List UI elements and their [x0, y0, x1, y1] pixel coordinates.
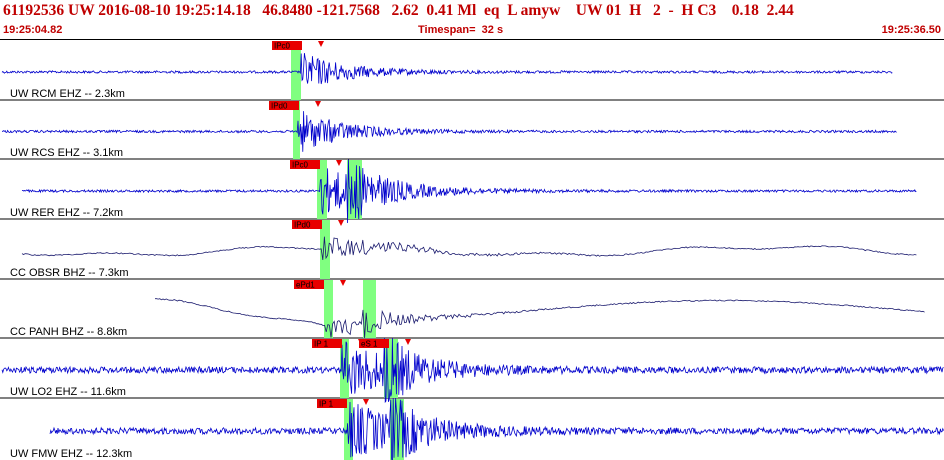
channel-row[interactable]: IPd0 CC OBSR BHZ -- 7.3km: [10, 220, 917, 279]
pick-box[interactable]: [317, 399, 347, 408]
pick-box[interactable]: [294, 280, 324, 289]
event-summary-title: 61192536 UW 2016-08-10 19:25:14.18 46.84…: [3, 2, 794, 19]
timespan-label: Timespan= 32 s: [418, 24, 504, 36]
pick-box[interactable]: [359, 339, 389, 348]
channel-label: UW FMW EHZ -- 12.3km: [10, 448, 132, 460]
channel-label: UW LO2 EHZ -- 11.6km: [10, 386, 126, 398]
pick-arrow: [363, 399, 369, 405]
waveform-trace: [1, 53, 893, 85]
pick-arrow: [315, 101, 321, 107]
event-header: 61192536 UW 2016-08-10 19:25:14.18 46.84…: [0, 0, 944, 38]
waveform-trace: [1, 337, 944, 404]
channel-label: UW RCM EHZ -- 2.3km: [10, 88, 125, 100]
pick-arrow: [405, 339, 411, 345]
pick-arrow: [340, 280, 346, 286]
pick-box[interactable]: [292, 220, 322, 229]
start-time-label: 19:25:04.82: [3, 24, 63, 36]
pick-arrow: [338, 220, 344, 226]
channel-row[interactable]: IP 1 eS 1 UW LO2 EHZ -- 11.6km: [1, 337, 944, 404]
pick-window: [363, 280, 376, 338]
channel-row[interactable]: IPc0 UW RER EHZ -- 7.2km: [10, 159, 917, 224]
channel-row[interactable]: IP 1 UW FMW EHZ -- 12.3km: [10, 397, 944, 460]
pick-label: IP 1: [314, 340, 329, 349]
pick-label: eS 1: [361, 340, 378, 349]
channel-label: CC PANH BHZ -- 8.8km: [10, 326, 127, 338]
waveform-trace: [21, 236, 917, 261]
pick-label: IPd0: [294, 221, 311, 230]
pick-label: ePd1: [296, 281, 315, 290]
pick-window: [293, 101, 300, 159]
pick-window: [344, 399, 353, 460]
pick-label: IPd0: [271, 102, 288, 111]
waveform-trace: [2, 111, 897, 152]
end-time-label: 19:25:36.50: [881, 24, 941, 36]
waveform-trace: [155, 298, 925, 339]
pick-window: [384, 339, 398, 398]
channel-label: CC OBSR BHZ -- 7.3km: [10, 267, 129, 279]
pick-box[interactable]: [269, 101, 299, 110]
pick-window: [324, 280, 333, 338]
waveform-trace: [49, 397, 944, 460]
channel-row[interactable]: ePd1 CC PANH BHZ -- 8.8km: [10, 280, 925, 339]
channel-row[interactable]: IPc0 UW RCM EHZ -- 2.3km: [1, 41, 893, 100]
channel-label: UW RER EHZ -- 7.2km: [10, 207, 123, 219]
pick-window: [317, 160, 327, 219]
pick-box[interactable]: [290, 160, 320, 169]
pick-arrow: [318, 41, 324, 47]
pick-arrow: [336, 160, 342, 166]
pick-label: IPc0: [292, 161, 309, 170]
pick-box[interactable]: [272, 41, 302, 50]
waveform-trace: [21, 159, 917, 224]
channel-row[interactable]: IPd0 UW RCS EHZ -- 3.1km: [2, 101, 897, 159]
pick-window: [291, 41, 301, 100]
channel-label: UW RCS EHZ -- 3.1km: [10, 147, 123, 159]
pick-label: IPc0: [274, 42, 291, 51]
pick-box[interactable]: [312, 339, 342, 348]
pick-label: IP 1: [319, 400, 334, 409]
